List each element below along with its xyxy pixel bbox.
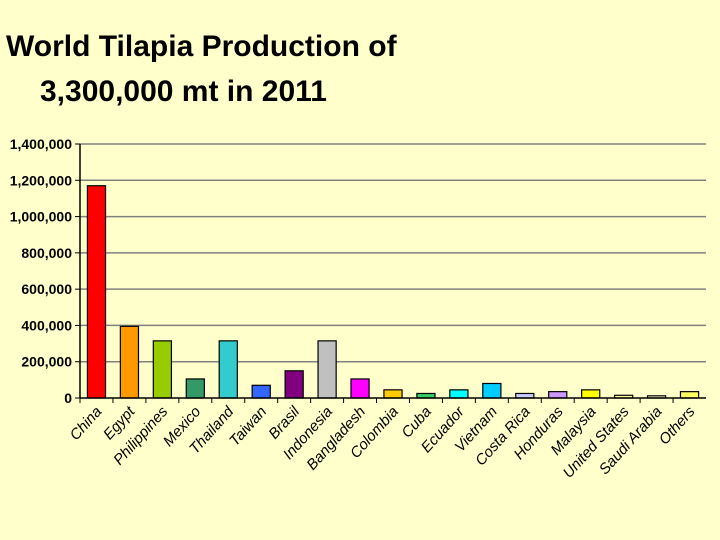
y-tick-label: 200,000	[21, 354, 72, 370]
bar-vietnam	[482, 382, 502, 399]
y-tick-labels: 0 200,000 400,000 600,000 800,000 1,000,000 1,…	[10, 136, 73, 406]
bars-layer	[86, 185, 700, 399]
bar-brasil	[284, 370, 304, 399]
y-tick-label: 800,000	[21, 245, 72, 261]
chart-title-line1: World Tilapia Production of	[6, 30, 398, 63]
category-label: Taiwan	[226, 403, 270, 449]
bar-honduras	[548, 391, 568, 399]
grid-layer	[80, 143, 706, 363]
bar-china	[86, 185, 107, 399]
y-tick-label: 0	[64, 390, 72, 406]
bar-others	[679, 391, 700, 399]
bar-malaysia	[581, 389, 601, 399]
y-tick-label: 600,000	[21, 281, 72, 297]
y-tick-label: 1,400,000	[10, 136, 72, 152]
category-labels: ChinaEgyptPhilippinesMexicoThailandTaiwa…	[67, 403, 699, 482]
bar-indonesia	[317, 340, 337, 399]
chart-title-line2: 3,300,000 mt in 2011	[40, 75, 327, 108]
bar-ecuador	[449, 389, 469, 399]
bar-philippines	[152, 340, 173, 399]
bar-egypt	[119, 325, 140, 399]
y-tick-label: 400,000	[21, 317, 72, 333]
axis-layer	[75, 143, 706, 403]
bar-bangladesh	[350, 378, 370, 399]
category-label: China	[67, 403, 106, 444]
y-tick-label: 1,200,000	[10, 172, 72, 188]
y-tick-label: 1,000,000	[10, 209, 72, 225]
bar-thailand	[218, 340, 238, 399]
bar-mexico	[185, 378, 205, 399]
bar-taiwan	[251, 384, 271, 399]
bar-colombia	[383, 389, 403, 399]
category-label: Others	[656, 403, 699, 448]
